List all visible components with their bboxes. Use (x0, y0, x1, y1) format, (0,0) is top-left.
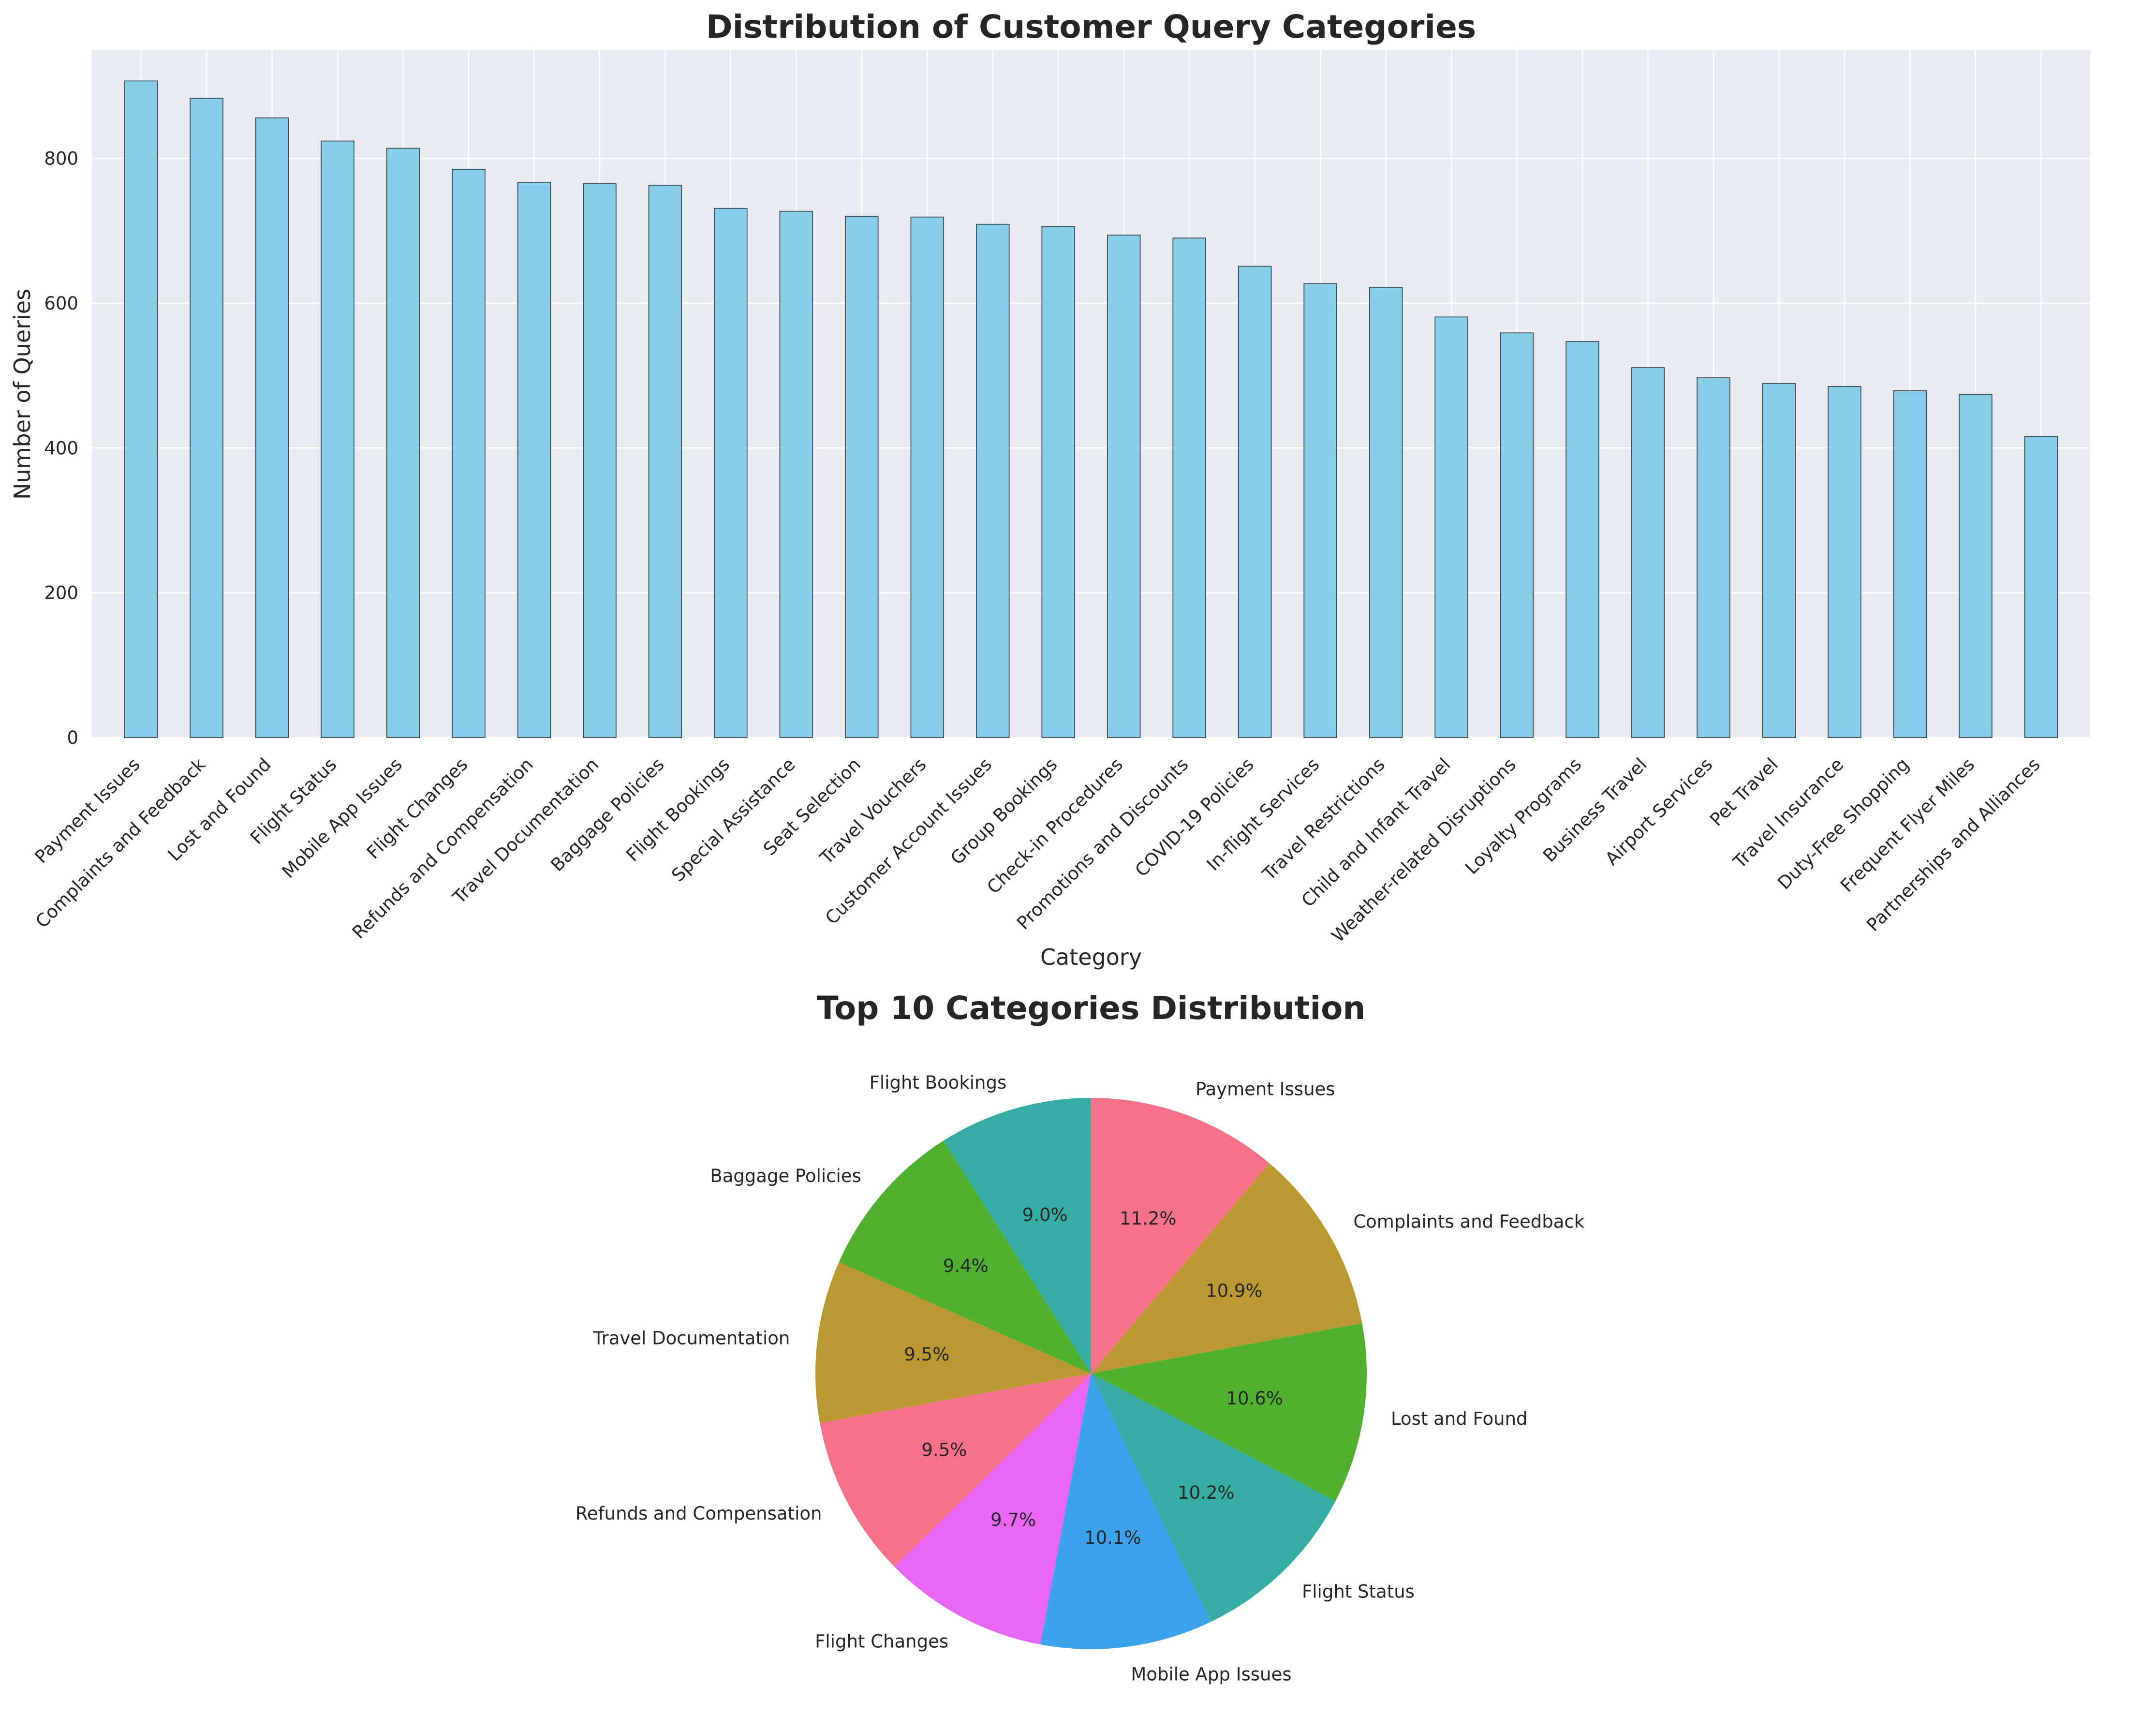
pie-category-label: Complaints and Feedback (1353, 1211, 1584, 1232)
bar-travel-restrictions (1369, 287, 1403, 738)
y-tick-label: 200 (44, 583, 78, 604)
bar-baggage-policies (648, 185, 682, 738)
bar-partnerships-and-alliances (2024, 436, 2058, 738)
pie-percent-label: 10.2% (1178, 1482, 1235, 1503)
pie-category-label: Lost and Found (1391, 1408, 1528, 1429)
pie-slice-payment-issues (1091, 1098, 1270, 1374)
pie-percent-label: 10.6% (1226, 1388, 1283, 1409)
pie-slice-complaints-and-feedback (1091, 1163, 1362, 1374)
x-tick-label: Travel Insurance (1729, 754, 1848, 873)
bar-duty-free-shopping (1893, 390, 1927, 738)
pie-percent-label: 10.9% (1206, 1280, 1263, 1301)
bar-child-and-infant-travel (1434, 316, 1468, 738)
pie-category-label: Mobile App Issues (1131, 1664, 1291, 1685)
x-tick-label: Travel Restrictions (1258, 754, 1389, 885)
bar-airport-services (1697, 377, 1730, 738)
bar-chart-title: Distribution of Customer Query Categorie… (706, 8, 1476, 45)
pie-category-label: Flight Bookings (870, 1072, 1007, 1093)
pie-slices (815, 1098, 1367, 1649)
pie-category-labels: Payment Issues Complaints and Feedback Los… (576, 1072, 1585, 1685)
bar-check-in-procedures (1107, 235, 1141, 738)
x-tick-label: Frequent Flyer Miles (1836, 754, 1979, 896)
pie-slice-flight-bookings (943, 1098, 1091, 1374)
pie-category-label: Baggage Policies (710, 1166, 861, 1186)
pie-slice-travel-documentation (815, 1262, 1091, 1423)
pie-category-label: Payment Issues (1196, 1079, 1335, 1099)
bar-plot-area (92, 50, 2090, 738)
y-tick-labels: 0 200 400 600 800 (44, 148, 78, 748)
bar-travel-vouchers (910, 216, 945, 738)
x-tick-label: Loyalty Programs (1461, 754, 1585, 878)
bar-series (124, 80, 2058, 738)
y-tick-label: 0 (67, 727, 78, 748)
x-tick-label: Special Assistance (667, 754, 799, 886)
y-tick-label: 600 (44, 293, 78, 314)
bar-group-bookings (1041, 226, 1076, 738)
bar-business-travel (1631, 367, 1665, 738)
pie-slice-refunds-and-compensation (820, 1374, 1091, 1567)
bar-refunds-and-compensation (517, 182, 551, 738)
pie-percent-label: 9.4% (943, 1256, 989, 1276)
pie-percent-label: 9.5% (921, 1440, 967, 1461)
y-tick-label: 400 (44, 438, 78, 458)
x-tick-label: COVID-19 Policies (1131, 754, 1258, 881)
bar-special-assistance (779, 210, 813, 738)
bar-lost-and-found (255, 117, 289, 738)
bar-travel-insurance (1828, 386, 1861, 738)
bar-customer-account-issues (976, 223, 1010, 738)
x-axis-label: Category (1040, 944, 1142, 970)
y-tick-label: 800 (44, 148, 78, 169)
pie-percent-label: 9.0% (1022, 1205, 1068, 1226)
bar-travel-documentation (583, 183, 617, 738)
bar-loyalty-programs (1565, 341, 1599, 738)
bar-promotions-and-discounts (1172, 237, 1206, 738)
bar-covid-19-policies (1238, 266, 1272, 738)
x-tick-label: Baggage Policies (546, 754, 668, 875)
pie-percent-label: 10.1% (1084, 1527, 1141, 1548)
pie-slice-flight-status (1091, 1374, 1336, 1622)
bar-mobile-app-issues (386, 148, 420, 738)
bar-seat-selection (845, 216, 879, 738)
pie-category-label: Flight Changes (815, 1631, 948, 1652)
bar-pet-travel (1762, 383, 1796, 738)
bar-flight-status (321, 140, 354, 738)
bar-flight-bookings (714, 207, 748, 738)
bar-weather-related-disruptions (1500, 332, 1534, 738)
bar-complaints-and-feedback (190, 98, 223, 738)
pie-chart-title: Top 10 Categories Distribution (817, 990, 1366, 1027)
pie-category-label: Refunds and Compensation (576, 1503, 822, 1524)
pie-slice-baggage-policies (839, 1140, 1091, 1374)
pie-slice-lost-and-found (1091, 1323, 1367, 1502)
pie-slice-mobile-app-issues (1040, 1374, 1211, 1649)
bar-frequent-flyer-miles (1959, 394, 1993, 738)
x-tick-label: Mobile App Issues (278, 754, 406, 882)
bar-payment-issues (124, 80, 158, 738)
x-tick-label: Duty-Free Shopping (1773, 754, 1913, 894)
bar-in-flight-services (1303, 283, 1337, 738)
pie-chart: Top 10 Categories Distribution 11.2% 10.9… (576, 990, 1585, 1685)
x-tick-label: In-flight Services (1203, 754, 1324, 875)
bar-flight-changes (452, 169, 486, 738)
pie-percent-label: 11.2% (1120, 1208, 1177, 1229)
y-axis-label: Number of Queries (9, 289, 35, 500)
pie-percent-label: 9.7% (990, 1509, 1036, 1530)
pie-percent-labels: 11.2% 10.9% 10.6% 10.2% 10.1% 9.7% 9.5% 9.5% 9.4… (904, 1205, 1283, 1548)
pie-slice-flight-changes (894, 1374, 1091, 1645)
pie-category-label: Travel Documentation (592, 1328, 790, 1348)
pie-percent-label: 9.5% (904, 1344, 949, 1365)
pie-category-label: Flight Status (1302, 1581, 1415, 1602)
